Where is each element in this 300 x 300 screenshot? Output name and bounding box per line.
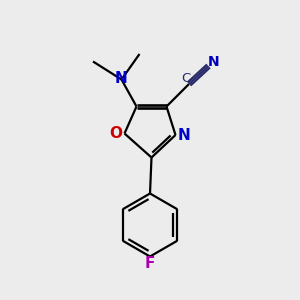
Text: N: N bbox=[115, 71, 128, 86]
Text: N: N bbox=[178, 128, 190, 142]
Text: C: C bbox=[181, 72, 190, 85]
Text: F: F bbox=[145, 256, 155, 272]
Text: O: O bbox=[110, 126, 123, 141]
Text: N: N bbox=[208, 56, 220, 69]
